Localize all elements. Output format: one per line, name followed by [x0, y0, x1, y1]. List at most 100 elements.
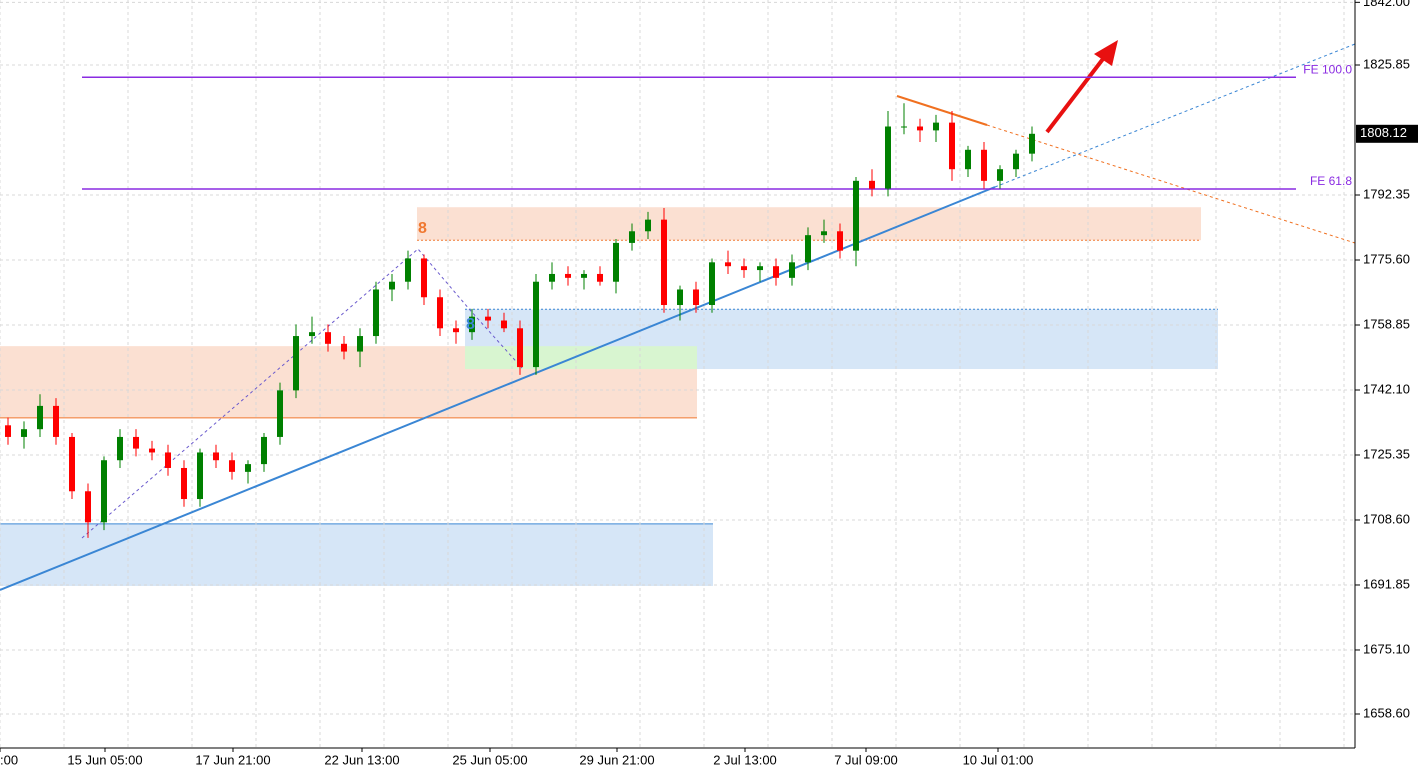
price-label: 1808.12 [1360, 125, 1407, 140]
y-tick-label: 1691.85 [1363, 576, 1410, 591]
candle-body [229, 460, 235, 472]
candle-body [901, 126, 907, 128]
candle-body [245, 464, 251, 472]
candle-body [53, 405, 59, 437]
y-tick-label: 1708.60 [1363, 511, 1410, 526]
candle-body [949, 122, 955, 170]
candle-body [165, 452, 171, 468]
axis-labels: 1842.00 1825.85 1792.35 1775.60 1758.85 1742.… [0, 0, 1418, 767]
candle-body [453, 328, 459, 333]
candle-body [101, 460, 107, 523]
candle-body [741, 266, 747, 271]
candle-body [581, 273, 587, 278]
y-tick-label: 1658.60 [1363, 705, 1410, 720]
y-tick-label: 1742.10 [1363, 381, 1410, 396]
candle-body [549, 273, 555, 282]
candle-body [5, 425, 11, 437]
candle-body [629, 231, 635, 243]
candle-body [181, 467, 187, 500]
candles [5, 103, 1035, 538]
candle-body [917, 126, 923, 131]
candle-body [885, 126, 891, 189]
candle-body [469, 316, 475, 333]
candle-body [485, 316, 491, 321]
zone [417, 207, 1201, 241]
x-tick-label: 17 Jun 21:00 [195, 752, 270, 767]
x-tick-label: 7 Jul 09:00 [834, 752, 898, 767]
candle-body [133, 436, 139, 449]
price-marker [1356, 124, 1418, 143]
candle-body [709, 262, 715, 306]
candle-body [869, 180, 875, 189]
candle-body [853, 180, 859, 251]
candle-body [421, 258, 427, 298]
candle-body [933, 122, 939, 131]
candle-body [981, 149, 987, 181]
x-tick-label: 10 Jul 01:00 [963, 752, 1034, 767]
y-tick-label: 1825.85 [1363, 56, 1410, 71]
candle-body [533, 281, 539, 368]
y-tick-label: 1758.85 [1363, 316, 1410, 331]
candle-body [757, 266, 763, 271]
candle-body [613, 242, 619, 282]
candle-body [837, 231, 843, 251]
candle-body [773, 266, 779, 278]
candle-body [805, 235, 811, 263]
candle-body [277, 390, 283, 437]
grid [0, 0, 1355, 748]
candle-body [789, 262, 795, 278]
y-tick-label: 1725.35 [1363, 446, 1410, 461]
candle-body [405, 258, 411, 282]
candle-body [501, 320, 507, 329]
trendline [0, 186, 996, 591]
arrow-shaft [1045, 53, 1108, 134]
candle-body [117, 436, 123, 461]
x-tick-label: 22 Jun 13:00 [324, 752, 399, 767]
candle-body [965, 149, 971, 170]
zones [0, 207, 1218, 586]
candle-body [517, 328, 523, 368]
candle-body [325, 332, 331, 344]
resistance-line [896, 95, 988, 126]
zone [0, 523, 713, 586]
candle-body [85, 491, 91, 523]
x-tick-label: 15 Jun 05:00 [67, 752, 142, 767]
arrow-head [1094, 40, 1118, 66]
candle-body [693, 289, 699, 306]
zone [465, 346, 697, 370]
trendline-extension [994, 43, 1356, 188]
candle-body [373, 289, 379, 337]
candle-body [197, 452, 203, 500]
candle-body [293, 336, 299, 391]
candle-body [661, 219, 667, 306]
candle-body [69, 436, 75, 492]
x-tick-label: :00 [0, 752, 18, 767]
y-tick-label: 1792.35 [1363, 186, 1410, 201]
candle-body [565, 273, 571, 278]
candle-body [213, 452, 219, 461]
candle-body [357, 336, 363, 352]
candle-body [309, 332, 315, 337]
candle-body [261, 436, 267, 465]
candle-body [149, 448, 155, 453]
fe-label: FE 100.0 [1303, 62, 1352, 76]
y-tick-label: 1775.60 [1363, 251, 1410, 266]
x-tick-label: 29 Jun 21:00 [579, 752, 654, 767]
candle-body [1013, 153, 1019, 170]
x-tick-label: 2 Jul 13:00 [713, 752, 777, 767]
pattern-label: 8 [418, 220, 427, 237]
candle-body [597, 273, 603, 282]
candle-body [341, 343, 347, 352]
candle-body [725, 262, 731, 267]
candle-body [645, 219, 651, 232]
drawings: FE 100.0 FE 61.8 [0, 40, 1356, 591]
candle-body [677, 289, 683, 306]
candle-body [1029, 133, 1035, 154]
x-tick-label: 25 Jun 05:00 [452, 752, 527, 767]
y-tick-label: 1675.10 [1363, 641, 1410, 656]
fe-label: FE 61.8 [1310, 174, 1352, 188]
candle-body [821, 231, 827, 236]
candle-body [21, 429, 27, 437]
candle-body [437, 297, 443, 329]
